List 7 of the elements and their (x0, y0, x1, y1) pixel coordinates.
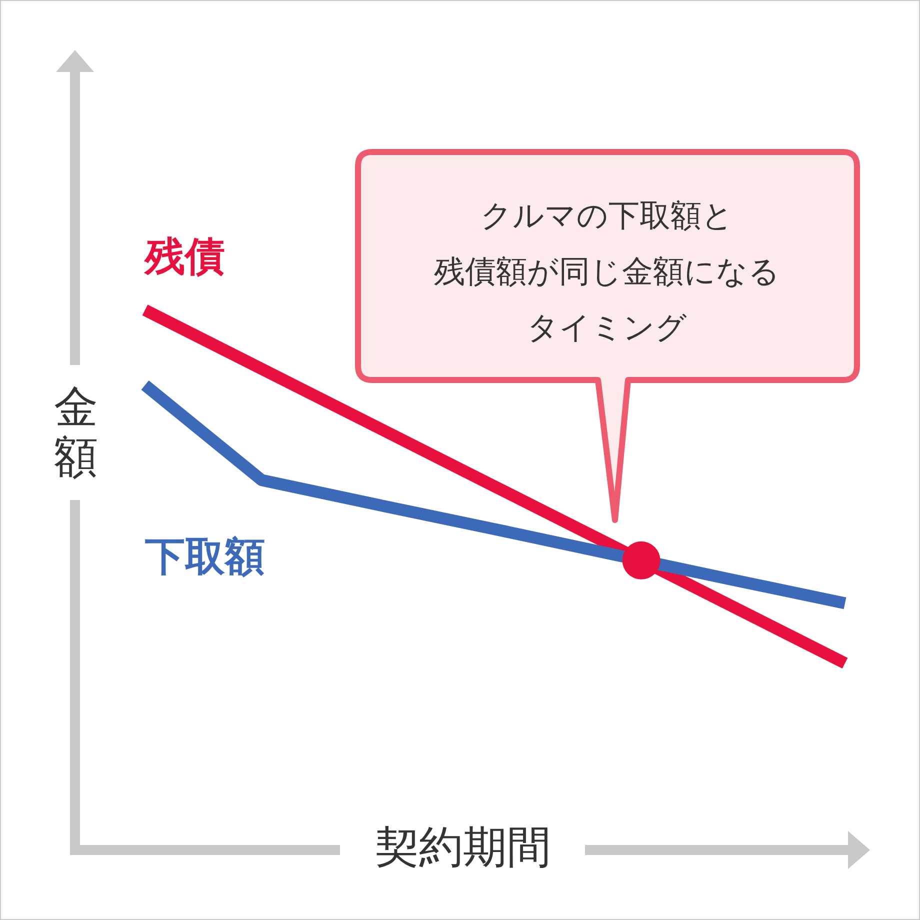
y-axis-title: 金額 (54, 382, 98, 483)
series-label: 残債 (143, 234, 225, 280)
text: 残債額が同じ金額になる (434, 254, 780, 290)
annotation: タイミング (527, 310, 687, 346)
x-axis-title: 契約期間 (375, 822, 551, 873)
text: クルマの下取額と (480, 198, 734, 234)
series-label: 下取額 (145, 534, 265, 580)
